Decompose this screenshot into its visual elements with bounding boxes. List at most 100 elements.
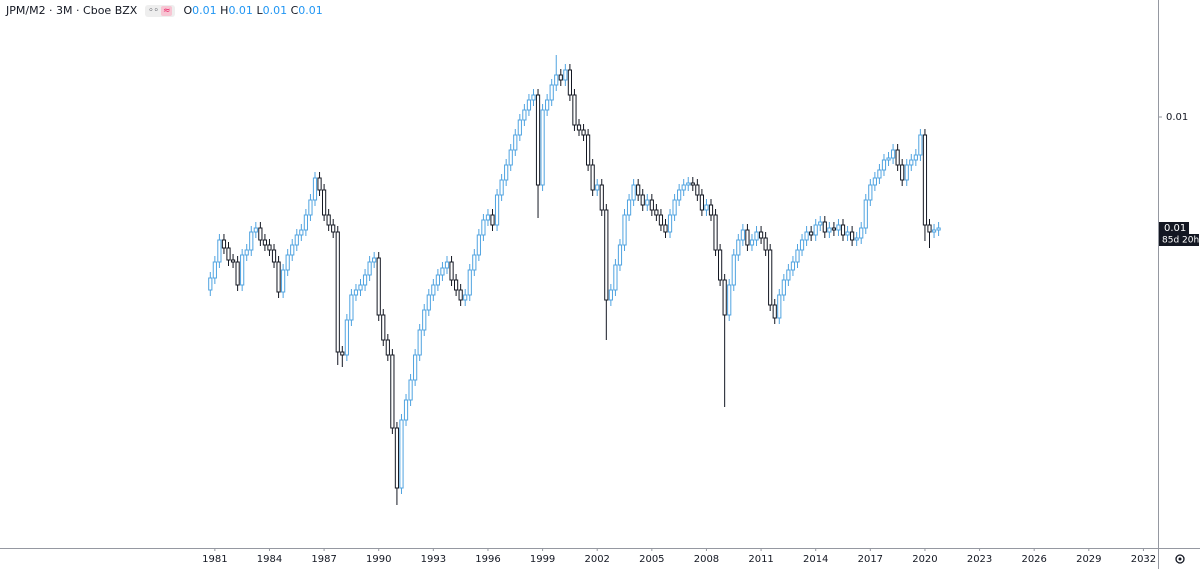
candle-body <box>740 229 745 241</box>
candle-body <box>444 261 450 269</box>
candle-body <box>372 257 377 263</box>
candle-body <box>890 149 896 159</box>
candle-body <box>677 189 682 201</box>
candle-body <box>490 214 495 226</box>
candle-body <box>854 237 859 241</box>
candle-body <box>344 319 349 356</box>
x-tick-label: 2029 <box>1076 554 1101 565</box>
candle-body <box>731 254 736 286</box>
candle-body <box>426 294 431 311</box>
y-tick-label: 0.01 <box>1166 112 1188 123</box>
candle-body <box>326 214 331 226</box>
x-tick-label: 2005 <box>639 554 664 565</box>
candle-body <box>809 231 814 236</box>
candle-body <box>267 244 272 251</box>
x-tick-label: 2017 <box>858 554 883 565</box>
candle-body <box>367 261 372 276</box>
candle-body <box>208 277 213 291</box>
candle-body <box>390 354 395 429</box>
candle-body <box>772 304 777 319</box>
candle-body <box>531 94 536 101</box>
candle-body <box>240 254 245 286</box>
legend-header: JPM/M2 · 3M · Cboe BZX ◦◦ ≈ O0.01 H0.01 L… <box>6 4 323 17</box>
candle-body <box>431 284 436 296</box>
candle-body <box>718 249 723 281</box>
candle-body <box>394 427 400 489</box>
candle-body <box>235 261 240 286</box>
countdown-bg <box>1159 234 1199 246</box>
candle-body <box>504 164 509 181</box>
candle-body <box>308 199 313 216</box>
candle-body <box>617 244 623 266</box>
toggle-a[interactable]: ◦◦ <box>148 5 159 16</box>
candle-body <box>226 247 231 261</box>
candle-body <box>686 182 691 186</box>
candle-body <box>385 339 390 356</box>
candle-body <box>358 284 363 291</box>
candle-body <box>513 134 518 151</box>
candle-body <box>299 229 304 236</box>
candle-body <box>526 99 532 111</box>
candle-body <box>463 294 468 301</box>
candle-body <box>399 419 404 489</box>
candle-body <box>472 254 477 271</box>
candle-body <box>872 177 877 186</box>
toggle-b[interactable]: ≈ <box>160 5 173 16</box>
ohlc-value: 0.01 <box>262 4 288 17</box>
settings-icon[interactable] <box>1175 554 1185 564</box>
ohlc-key: C <box>290 4 299 17</box>
candle-body <box>695 184 700 196</box>
candle-body <box>836 224 841 231</box>
candle-body <box>408 379 413 401</box>
candle-body <box>877 169 882 179</box>
candle-body <box>704 204 709 211</box>
candle-body <box>818 221 823 226</box>
candle-body <box>508 149 513 166</box>
ohlc-key: H <box>220 4 229 17</box>
candle-body <box>554 74 559 86</box>
candle-body <box>281 269 286 293</box>
candle-body <box>249 231 254 251</box>
x-tick-label: 1999 <box>530 554 555 565</box>
candle-body <box>795 249 800 263</box>
candle-body <box>549 84 554 101</box>
candle-body <box>645 199 650 206</box>
candle-body <box>440 267 445 276</box>
x-tick-label: 2026 <box>1021 554 1046 565</box>
candle-body <box>722 279 727 316</box>
candle-body <box>931 229 937 233</box>
ohlc-key: O <box>183 4 193 17</box>
candle-body <box>672 199 677 216</box>
candle-body <box>422 309 427 331</box>
candle-body <box>777 294 782 319</box>
candle-body <box>868 184 873 201</box>
candle-body <box>859 227 864 239</box>
ohlc-value: 0.01 <box>298 4 323 17</box>
x-tick-label: 2002 <box>584 554 609 565</box>
ohlc-values: O0.01 H0.01 L0.01 C0.01 <box>183 4 322 17</box>
candle-body <box>581 129 586 136</box>
x-tick-label: 2008 <box>694 554 719 565</box>
candle-body <box>936 227 941 231</box>
candle-body <box>667 214 673 233</box>
ohlc-value: 0.01 <box>192 4 217 17</box>
candle-body <box>545 99 550 111</box>
candle-body <box>909 159 914 166</box>
candle-body <box>276 261 281 293</box>
candle-body <box>663 224 668 233</box>
candle-body <box>417 329 422 356</box>
candle-body <box>599 184 604 211</box>
candle-body <box>781 279 786 296</box>
candle-body <box>340 351 345 356</box>
x-tick-label: 1996 <box>475 554 500 565</box>
candle-body <box>708 204 714 216</box>
candle-body <box>895 149 900 166</box>
indicator-toggles[interactable]: ◦◦ ≈ <box>145 4 176 17</box>
candle-body <box>904 164 909 181</box>
candle-body <box>381 314 386 341</box>
candle-body <box>217 239 222 263</box>
candle-body <box>253 227 258 233</box>
candle-body <box>485 214 491 221</box>
x-tick-label: 1990 <box>366 554 391 565</box>
candle-body <box>763 237 768 251</box>
